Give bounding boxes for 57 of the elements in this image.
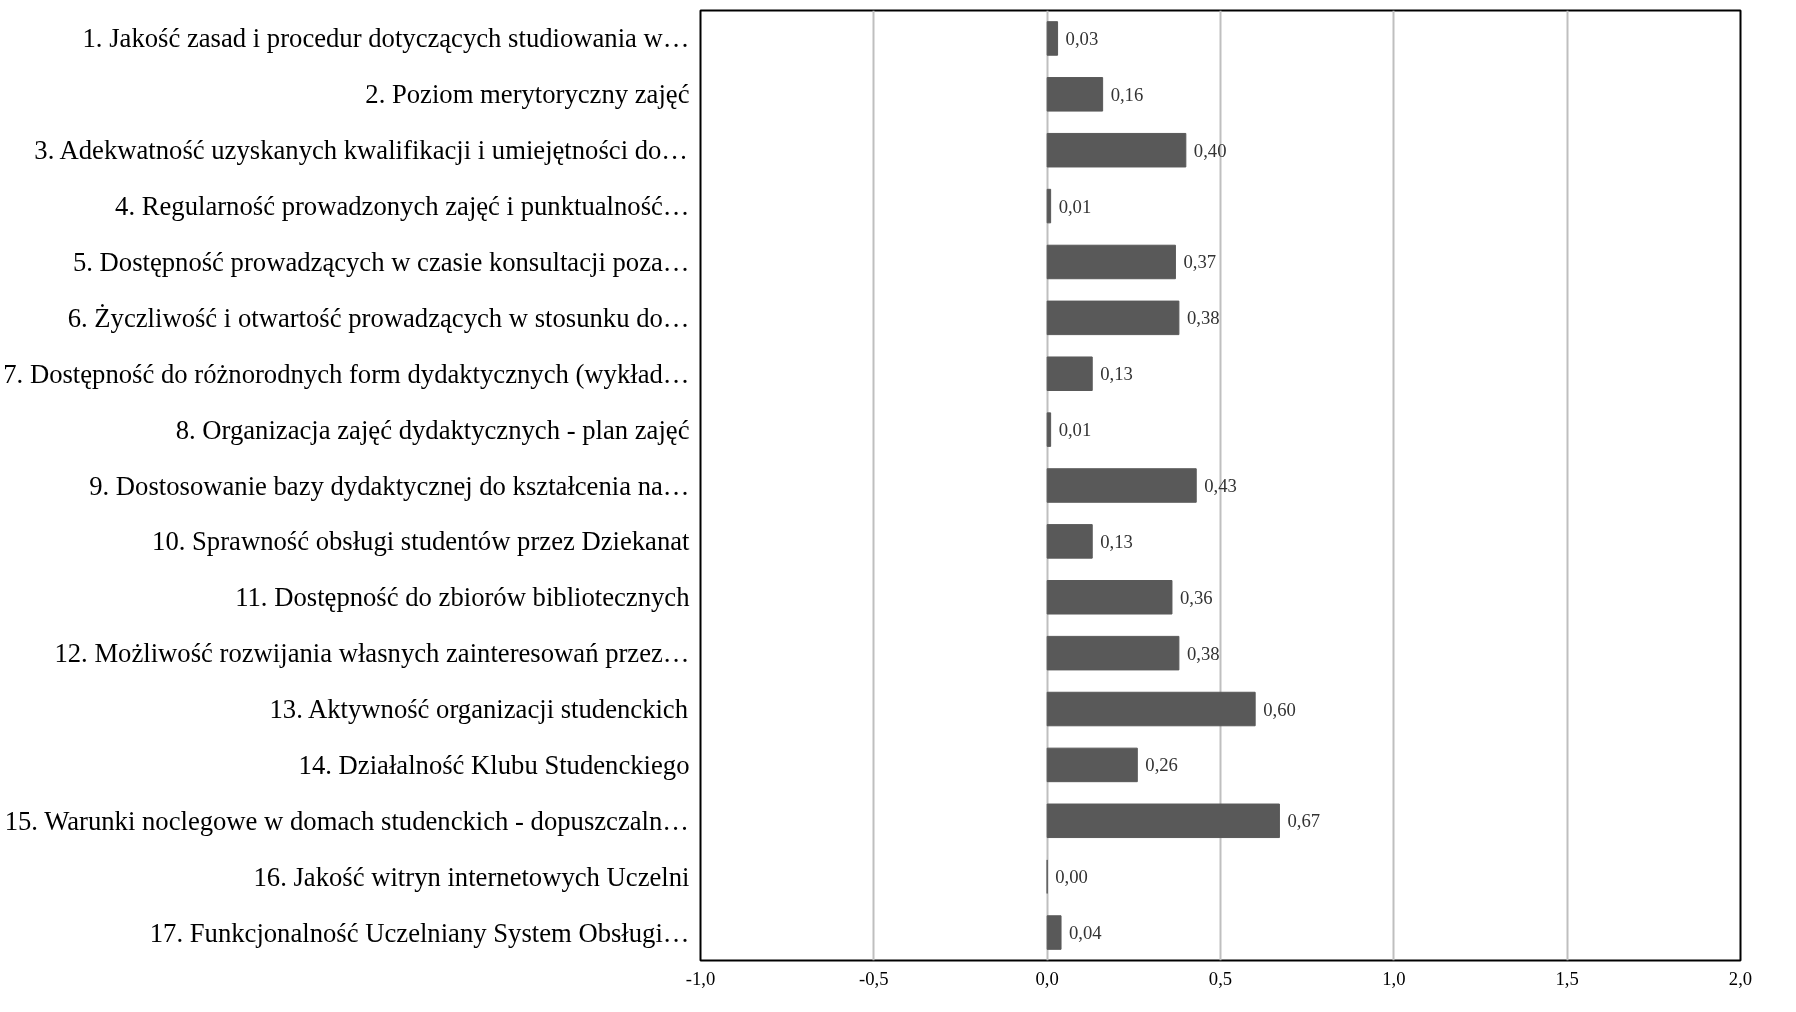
y-tick-label: 6. Życzliwość i otwartość prowadzących w stosunku do… <box>67 302 690 333</box>
data-label: 0,36 <box>1179 586 1213 608</box>
y-tick-label: 8. Organizacja zajęć dydaktycznych - plan zajęć <box>175 414 690 445</box>
x-tick-label: 0,5 <box>1208 967 1233 989</box>
y-tick-label: 9. Dostosowanie bazy dydaktycznej do kształcenia na… <box>89 470 690 501</box>
data-label: 0,13 <box>1100 530 1133 552</box>
bar <box>1046 21 1059 56</box>
y-tick-label: 15. Warunki noclegowe w domach studenckich - dopuszczaln… <box>4 805 690 836</box>
data-label: 0,16 <box>1110 83 1144 105</box>
x-tick-label: 1,0 <box>1382 967 1406 989</box>
bar <box>1046 915 1062 950</box>
bar <box>1046 747 1138 783</box>
bar <box>1046 468 1197 503</box>
x-tick-label: 2,0 <box>1728 967 1753 989</box>
data-label: 0,67 <box>1287 810 1321 832</box>
y-tick-label: 17. Funkcjonalność Uczelniany System Obsługi… <box>149 917 690 948</box>
y-tick-label: 11. Dostępność do zbiorów bibliotecznych <box>235 582 690 613</box>
bar <box>1046 356 1093 391</box>
y-tick-label: 13. Aktywność organizacji studenckich <box>269 694 689 725</box>
data-label: 0,01 <box>1058 195 1092 217</box>
data-label: 0,26 <box>1145 754 1178 776</box>
bar <box>1046 691 1256 727</box>
data-label: 0,03 <box>1065 27 1099 49</box>
y-tick-label: 5. Dostępność prowadzących w czasie konsultacji poza… <box>72 246 690 277</box>
data-label: 0,13 <box>1100 363 1133 385</box>
bar <box>1046 524 1093 559</box>
bar <box>1046 188 1052 224</box>
y-tick-label: 10. Sprawność obsługi studentów przez Dziekanat <box>152 526 691 557</box>
data-label: 0,43 <box>1204 475 1237 496</box>
data-label: 0,37 <box>1183 251 1217 273</box>
bar <box>1046 803 1280 839</box>
y-tick-label: 14. Działalność Klubu Studenckiego <box>298 749 690 780</box>
y-tick-label: 3. Adekwatność uzyskanych kwalifikacji i umiejętności do… <box>34 135 689 166</box>
bar <box>1046 132 1187 168</box>
data-label: 0,40 <box>1193 139 1227 161</box>
x-tick-label: 0,0 <box>1035 967 1059 989</box>
data-label: 0,01 <box>1058 419 1092 441</box>
bar <box>1046 580 1173 615</box>
y-tick-label: 12. Możliwość rozwijania własnych zainteresowań przez… <box>54 638 690 669</box>
y-tick-label: 2. Poziom merytoryczny zajęć <box>365 79 690 110</box>
data-label: 0,60 <box>1263 698 1296 720</box>
x-tick-label: 1,5 <box>1555 967 1579 989</box>
bar <box>1046 300 1180 336</box>
bar <box>1046 412 1052 447</box>
x-tick-label: -1,0 <box>685 967 716 989</box>
y-tick-label: 4. Regularność prowadzonych zajęć i punktualność… <box>115 191 690 222</box>
data-label: 0,00 <box>1055 866 1088 888</box>
data-label: 0,38 <box>1186 642 1220 664</box>
bar <box>1046 635 1180 671</box>
y-tick-label: 16. Jakość witryn internetowych Uczelni <box>253 861 690 892</box>
x-tick-label: -0,5 <box>859 967 889 989</box>
data-label: 0,38 <box>1186 307 1220 329</box>
bar <box>1046 244 1176 280</box>
bar <box>1046 77 1104 112</box>
y-tick-label: 1. Jakość zasad i procedur dotyczących studiowania w… <box>82 23 690 54</box>
data-label: 0,04 <box>1069 922 1103 944</box>
y-tick-label: 7. Dostępność do różnorodnych form dydaktycznych (wykład… <box>3 358 690 389</box>
